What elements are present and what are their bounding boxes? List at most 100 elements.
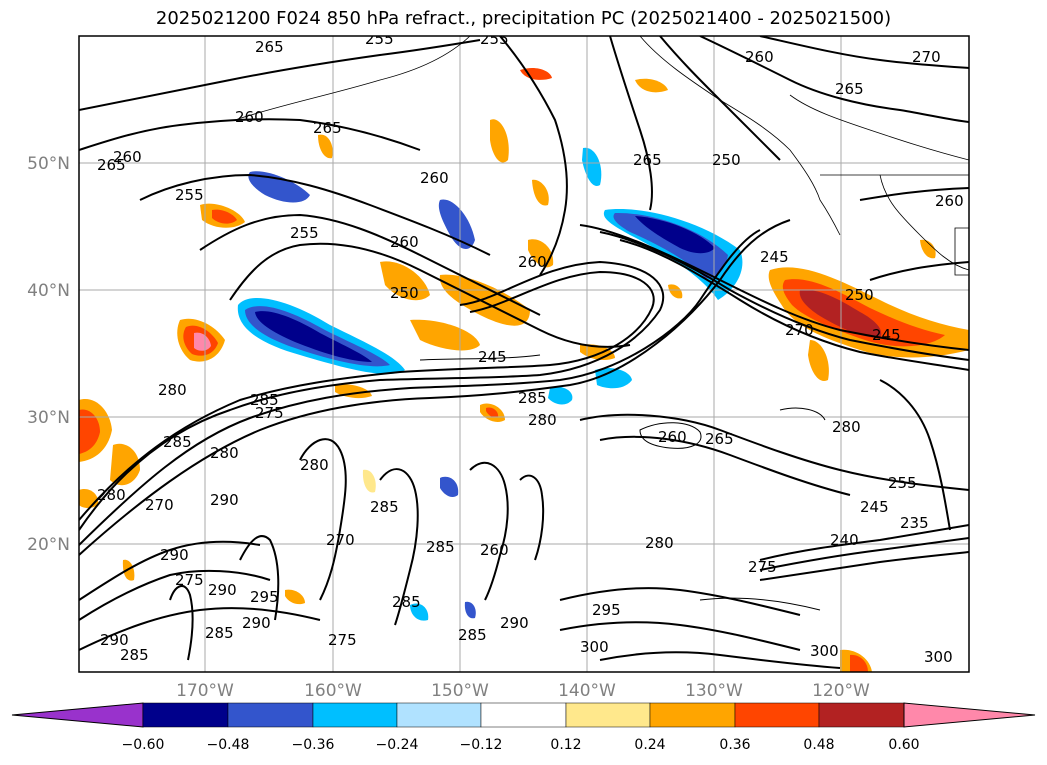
contour-label: 285 xyxy=(120,646,149,664)
contour-label: 280 xyxy=(528,411,557,429)
contour-label: 300 xyxy=(810,642,839,660)
contour-label: 260 xyxy=(480,541,509,559)
contour-label: 280 xyxy=(97,486,126,504)
thin-contours xyxy=(419,354,826,611)
colorbar-tick-label: 0.36 xyxy=(719,737,750,753)
contour-label: 250 xyxy=(845,286,874,304)
contour-label: 240 xyxy=(830,531,859,549)
contour-label: 260 xyxy=(113,148,142,166)
plot-frame xyxy=(78,35,970,673)
colorbar-segment xyxy=(142,702,229,728)
contour-label: 260 xyxy=(390,233,419,251)
contour-label: 285 xyxy=(250,391,279,409)
contour-label: 275 xyxy=(255,404,284,422)
contour-label: 290 xyxy=(160,546,189,564)
contour-label: 260 xyxy=(420,169,449,187)
contour-label: 265 xyxy=(313,119,342,137)
grid-lines xyxy=(79,36,969,672)
contour-label: 275 xyxy=(748,558,777,576)
colorbar-tick-label: 0.12 xyxy=(550,737,581,753)
contour-label: 285 xyxy=(392,593,421,611)
contour-label: 255 xyxy=(175,186,204,204)
contour-label: 260 xyxy=(935,192,964,210)
colorbar-segment xyxy=(480,702,567,728)
contour-label: 285 xyxy=(426,538,455,556)
colorbar-tick-label: 0.24 xyxy=(634,737,665,753)
contour-label: 265 xyxy=(255,38,284,56)
colorbar-segment xyxy=(312,702,398,728)
latitude-labels: 50°N 40°N 30°N 20°N xyxy=(27,154,70,555)
lat-label: 20°N xyxy=(27,535,70,555)
contour-label: 235 xyxy=(900,514,929,532)
colorbar-tick-label: 0.60 xyxy=(888,737,919,753)
colorbar-segment xyxy=(227,702,314,728)
contour-label: 260 xyxy=(518,253,547,271)
contour-label: 300 xyxy=(580,638,609,656)
contour-label: 255 xyxy=(888,474,917,492)
colorbar-ticks: −0.60 −0.48 −0.36 −0.24 −0.12 0.12 0.24 … xyxy=(122,737,920,753)
colorbar-left-extension xyxy=(11,702,144,728)
lon-label: 130°W xyxy=(685,681,743,701)
lon-label: 120°W xyxy=(812,681,870,701)
plot-area: 265 255 255 260 270 265 260 265 265 260 … xyxy=(79,30,969,672)
contour-label: 245 xyxy=(478,348,507,366)
contour-label: 265 xyxy=(97,156,126,174)
map-title: 2025021200 F024 850 hPa refract., precip… xyxy=(155,8,892,29)
contour-label: 280 xyxy=(300,456,329,474)
contour-label: 260 xyxy=(235,108,264,126)
colorbar-tick-label: −0.60 xyxy=(122,737,165,753)
colorbar-tick-label: −0.24 xyxy=(376,737,419,753)
colorbar xyxy=(11,702,1036,728)
contour-label: 280 xyxy=(832,418,861,436)
contour-label: 290 xyxy=(210,491,239,509)
contour-label: 285 xyxy=(205,624,234,642)
contour-label: 265 xyxy=(705,430,734,448)
colorbar-tick-label: 0.48 xyxy=(803,737,834,753)
contour-label: 275 xyxy=(328,631,357,649)
colorbar-segment xyxy=(734,702,820,728)
contour-label: 300 xyxy=(924,648,953,666)
longitude-labels: 170°W 160°W 150°W 140°W 130°W 120°W xyxy=(176,681,870,701)
colorbar-segment xyxy=(565,702,651,728)
colorbar-tick-label: −0.48 xyxy=(207,737,250,753)
lat-label: 50°N xyxy=(27,154,70,174)
contour-label: 290 xyxy=(208,581,237,599)
contour-label: 295 xyxy=(592,601,621,619)
coastlines xyxy=(234,36,969,276)
lat-label: 30°N xyxy=(27,408,70,428)
lat-label: 40°N xyxy=(27,281,70,301)
contour-label: 245 xyxy=(760,248,789,266)
lon-label: 160°W xyxy=(304,681,362,701)
contour-label: 260 xyxy=(745,48,774,66)
colorbar-right-extension xyxy=(903,702,1036,728)
contour-label: 255 xyxy=(480,30,509,48)
contour-label: 250 xyxy=(390,284,419,302)
contour-label: 265 xyxy=(633,151,662,169)
contour-label: 255 xyxy=(365,30,394,48)
colorbar-segment xyxy=(649,702,736,728)
refractivity-contours xyxy=(79,36,969,669)
contour-label: 280 xyxy=(158,381,187,399)
contour-label: 255 xyxy=(290,224,319,242)
contour-label: 270 xyxy=(145,496,174,514)
colorbar-tick-label: −0.12 xyxy=(460,737,503,753)
contour-label: 295 xyxy=(250,588,279,606)
contour-label: 245 xyxy=(872,326,901,344)
contour-label: 275 xyxy=(175,571,204,589)
lon-label: 140°W xyxy=(558,681,616,701)
colorbar-segment xyxy=(396,702,482,728)
contour-label: 270 xyxy=(326,531,355,549)
contour-label: 290 xyxy=(242,614,271,632)
contour-labels: 265 255 255 260 270 265 260 265 265 260 … xyxy=(97,30,964,666)
contour-label: 270 xyxy=(912,48,941,66)
colorbar-segment xyxy=(818,702,905,728)
contour-label: 270 xyxy=(785,321,814,339)
lon-label: 170°W xyxy=(176,681,234,701)
contour-label: 245 xyxy=(860,498,889,516)
lon-label: 150°W xyxy=(431,681,489,701)
contour-label: 285 xyxy=(458,626,487,644)
contour-label: 280 xyxy=(210,444,239,462)
colorbar-tick-label: −0.36 xyxy=(292,737,335,753)
contour-label: 265 xyxy=(835,80,864,98)
